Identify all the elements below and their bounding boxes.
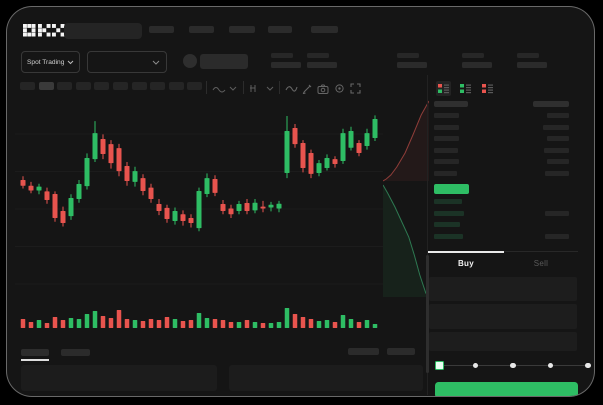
ask-row-1[interactable]	[434, 113, 459, 118]
ask-row-3[interactable]	[434, 136, 459, 142]
divider	[206, 81, 207, 94]
timeframe-button-3[interactable]	[57, 82, 73, 90]
timeframe-button-1[interactable]	[20, 82, 35, 90]
ask-row-4[interactable]	[434, 147, 458, 153]
total-input[interactable]	[429, 332, 577, 351]
submit-buy-button[interactable]	[435, 382, 578, 396]
bottom-tab-2[interactable]	[61, 349, 90, 356]
nav-item-4[interactable]	[268, 26, 292, 33]
timeframe-button-5[interactable]	[94, 82, 110, 90]
ask-amount-2	[543, 124, 569, 130]
indicator-dropdown[interactable]	[211, 83, 239, 94]
nav-item-2[interactable]	[189, 26, 214, 33]
ask-amount-4	[544, 147, 569, 153]
timeframe-button-9[interactable]	[168, 82, 184, 90]
stat-label-2	[307, 53, 329, 58]
bid-row-4[interactable]	[434, 233, 463, 239]
orderbook-header-amount-col	[533, 101, 569, 107]
bottom-panel-right	[229, 365, 423, 391]
stat-value-5	[517, 62, 547, 68]
timeframe-button-10[interactable]	[187, 82, 203, 90]
app-window: Spot Trading	[6, 6, 595, 397]
okx-logo	[23, 24, 65, 37]
avatar[interactable]	[183, 54, 197, 68]
tab-buy[interactable]: Buy	[457, 259, 474, 268]
draw-pencil-icon[interactable]	[300, 82, 314, 95]
slider-stop-4[interactable]	[547, 362, 554, 368]
stat-value-3	[397, 62, 427, 68]
bottom-right-control-1[interactable]	[348, 348, 379, 355]
last-price-bar[interactable]	[434, 184, 469, 194]
chevron-down-icon	[152, 60, 160, 65]
bottom-panel-left	[21, 365, 217, 391]
bottom-tab-1[interactable]	[21, 349, 49, 356]
price-input[interactable]	[429, 277, 577, 301]
ask-row-2[interactable]	[434, 124, 459, 130]
bottom-active-tab-underline	[21, 359, 49, 361]
ask-row-6[interactable]	[434, 171, 457, 176]
market-type-label: Spot Trading	[27, 58, 65, 66]
ask-amount-3	[547, 136, 569, 142]
panel-divider	[427, 75, 428, 395]
stat-value-1	[271, 62, 301, 68]
bid-row-3[interactable]	[434, 222, 460, 228]
divider	[279, 81, 280, 94]
orderbook-header-price-col	[434, 101, 468, 107]
nav-item-1[interactable]	[149, 26, 174, 33]
slider-handle[interactable]	[435, 361, 444, 370]
book-both-icon[interactable]	[436, 81, 451, 96]
search-input[interactable]	[64, 23, 142, 39]
bid-amount-4	[545, 233, 569, 239]
stat-label-4	[462, 53, 484, 58]
ask-amount-5	[547, 159, 569, 165]
scrollbar-thumb[interactable]	[425, 255, 429, 373]
bid-row-2[interactable]	[434, 210, 464, 216]
ask-amount-6	[545, 171, 569, 176]
stat-value-2	[307, 62, 337, 68]
candlestick-chart[interactable]	[7, 97, 427, 347]
ask-row-5[interactable]	[434, 159, 459, 165]
camera-icon[interactable]	[316, 82, 330, 95]
depth-chart[interactable]	[383, 97, 429, 297]
slider-stop-5[interactable]	[585, 362, 591, 368]
amount-slider[interactable]	[435, 359, 591, 371]
gear-icon[interactable]	[332, 82, 346, 95]
ask-amount-1	[547, 113, 569, 118]
slider-stop-3[interactable]	[510, 362, 516, 368]
pair-selector[interactable]	[87, 51, 167, 73]
stat-value-4	[462, 62, 492, 68]
amount-input[interactable]	[429, 304, 577, 329]
action-button[interactable]	[200, 54, 248, 69]
stat-label-5	[517, 53, 539, 58]
book-buy-icon[interactable]	[458, 81, 473, 96]
nav-item-5[interactable]	[311, 26, 338, 33]
fullscreen-icon[interactable]	[348, 82, 362, 95]
bid-row-1[interactable]	[434, 199, 462, 204]
bid-amount-2	[545, 210, 569, 216]
nav-item-3[interactable]	[229, 26, 255, 33]
tab-sell[interactable]: Sell	[533, 259, 549, 268]
timeframe-button-8[interactable]	[150, 82, 166, 90]
compare-dropdown[interactable]	[248, 83, 276, 94]
active-tab-underline	[428, 250, 504, 253]
chevron-down-icon	[68, 60, 74, 64]
timeframe-button-2[interactable]	[38, 82, 54, 90]
timeframe-button-7[interactable]	[131, 82, 147, 90]
timeframe-button-4[interactable]	[75, 82, 91, 90]
market-type-selector[interactable]: Spot Trading	[21, 51, 80, 73]
stat-label-1	[271, 53, 293, 58]
book-sell-icon[interactable]	[480, 81, 495, 96]
timeframe-button-6[interactable]	[113, 82, 128, 90]
slider-stop-2[interactable]	[472, 362, 479, 368]
divider	[243, 81, 244, 94]
stat-label-3	[397, 53, 419, 58]
bottom-right-control-2[interactable]	[387, 348, 415, 355]
wave-line-tool-icon[interactable]	[284, 82, 298, 95]
